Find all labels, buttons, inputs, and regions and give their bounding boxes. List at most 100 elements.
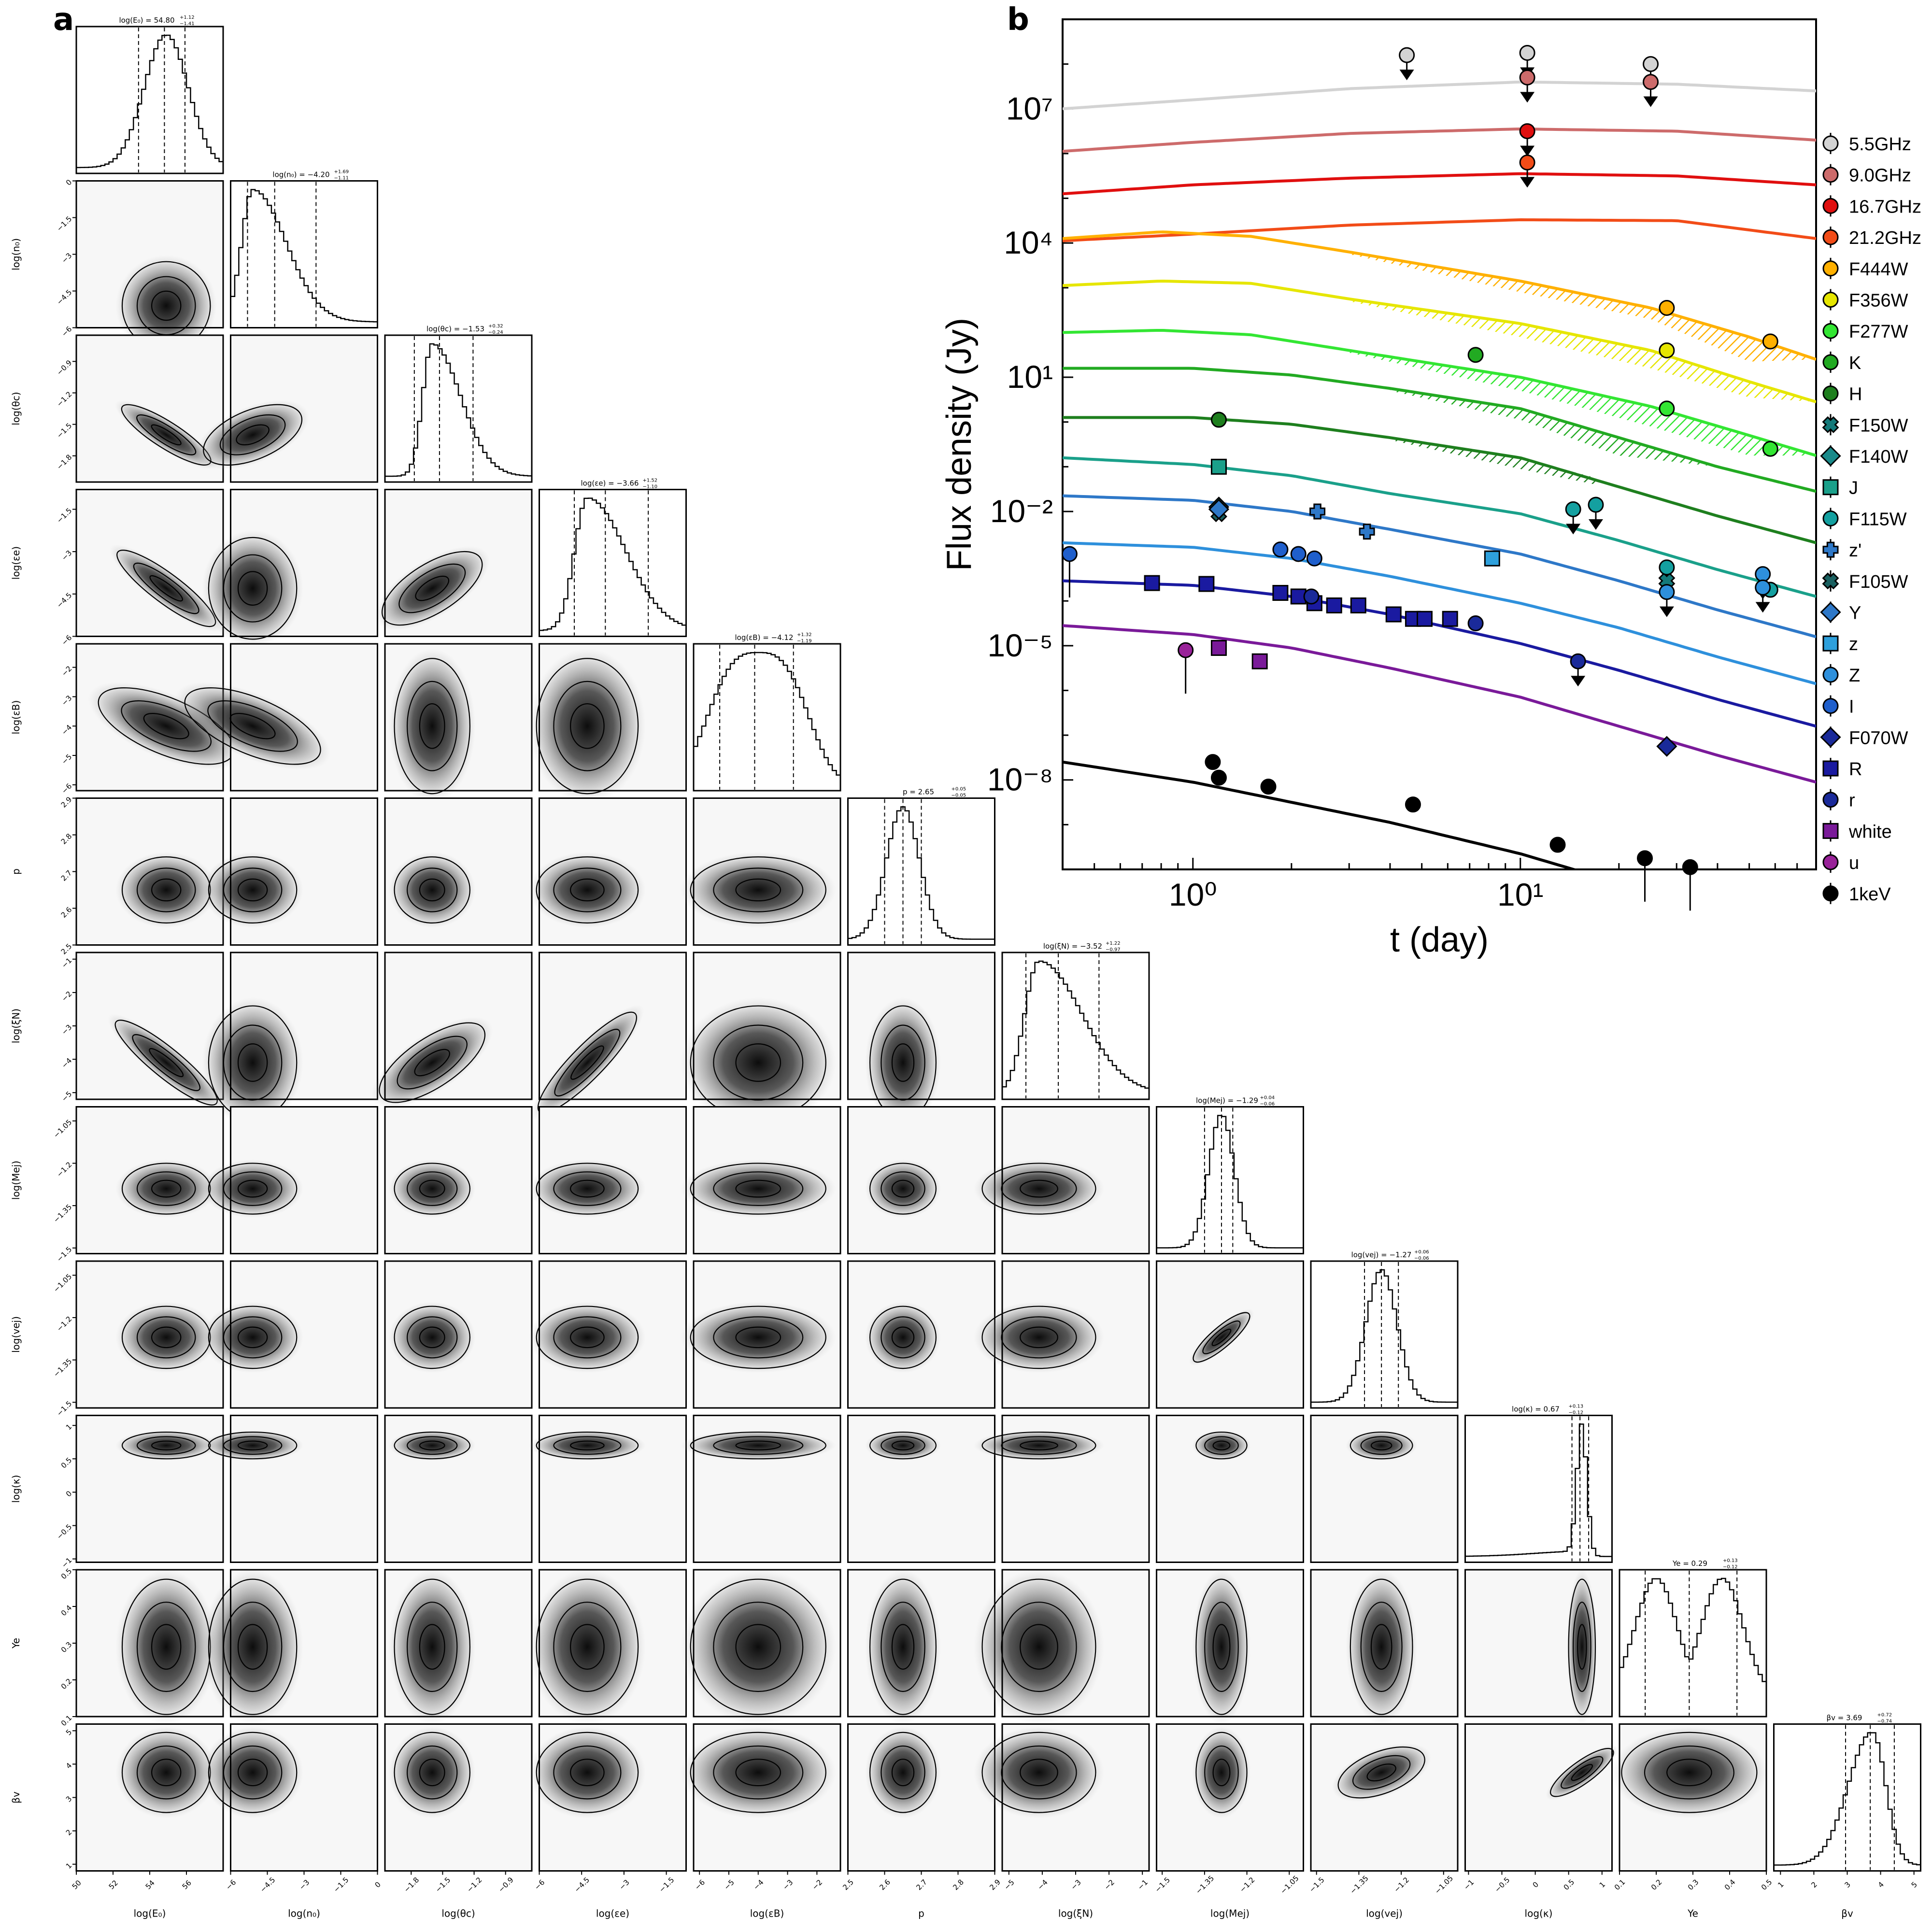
legend-item-Z: Z (1822, 664, 1860, 686)
legend-item-21.2GHz: 21.2GHz (1822, 227, 1921, 248)
hist-frame (230, 180, 378, 328)
y-tick-label: −1.35 (52, 1357, 73, 1378)
hist-title-sup: +1.32 (797, 632, 812, 638)
y-tick-label: 0.5 (59, 1456, 74, 1470)
contour-1 (536, 1732, 639, 1813)
hist-title-E0: log(E₀) = 54.80 (119, 16, 174, 25)
y-tick-label: −5 (60, 753, 73, 766)
data-point-r (1467, 615, 1484, 632)
contour-3 (414, 1049, 450, 1077)
kde-cell-eB-vej (680, 1260, 841, 1409)
contour-3 (151, 878, 182, 902)
contour-2 (133, 562, 199, 614)
kde-cell-eB-kap (680, 1415, 841, 1563)
kde-frame (384, 797, 533, 946)
contour-3 (419, 1759, 445, 1787)
y-axis-label-kap: log(κ) (10, 1475, 22, 1503)
y-tick-label: 0.3 (59, 1640, 74, 1655)
contour-2 (207, 700, 298, 752)
x-tick-label: 1 (1598, 1880, 1607, 1889)
kde-cell-ee-p (528, 797, 687, 946)
kde-cell-p-kap (847, 1415, 995, 1563)
contour-3 (570, 1759, 605, 1787)
contour-3 (151, 1624, 182, 1670)
x-tick-label: 54 (144, 1878, 156, 1891)
x-tick-label: −1.5 (657, 1875, 676, 1894)
kde-cell-thc-vej (384, 1260, 533, 1409)
kde-shade (388, 1726, 476, 1819)
contour-2 (223, 554, 283, 623)
kde-cell-ee-xiN (530, 952, 687, 1121)
legend-label: Y (1849, 603, 1861, 624)
kde-shade (973, 1159, 1105, 1218)
points-r (1303, 588, 1586, 687)
model-curve-5.5GHz (1063, 80, 1816, 111)
kde-shade (202, 1430, 303, 1461)
hist-title-sup: +1.69 (334, 170, 349, 175)
kde-frame (1001, 1106, 1150, 1254)
x-axis-n0: −6 −4.5 −3 −1.5 0 log(n₀) (224, 1871, 383, 1919)
legend-marker-1keV (1822, 885, 1839, 902)
x-axis-label-E0: log(E₀) (134, 1908, 166, 1919)
contour-3 (570, 703, 605, 749)
uncertainty-band-F444W (1349, 252, 1816, 362)
legend-label: F356W (1849, 291, 1908, 311)
contour-3 (1212, 1440, 1231, 1450)
contour-2 (553, 1745, 622, 1800)
points-u (1178, 642, 1194, 694)
kde-shade (680, 852, 836, 928)
x-tick-label: −3 (298, 1878, 311, 1891)
kde-shade (115, 1726, 217, 1819)
kde-density (528, 1726, 646, 1819)
contour-2 (1352, 1755, 1411, 1790)
hist-title-sup: +0.13 (1723, 1558, 1738, 1563)
contour-3 (735, 1624, 781, 1670)
kde-density (528, 1159, 646, 1218)
legend-label: z' (1849, 540, 1861, 561)
x-axis-label-Ye: Ye (1687, 1908, 1698, 1919)
legend-item-H: H (1822, 383, 1862, 405)
contour-3 (891, 1043, 915, 1082)
kde-cell-kap-Ye (1464, 1569, 1613, 1725)
data-point-F277W (1762, 440, 1778, 457)
y-tick-label: 0.4 (59, 1604, 74, 1618)
kde-cell-n0-kap (202, 1415, 378, 1563)
kde-shade (528, 1159, 646, 1218)
data-point-1keV (1260, 779, 1277, 795)
hist-title-sub: −0.05 (952, 793, 966, 798)
kde-frame (384, 489, 533, 637)
kde-shade (973, 1726, 1105, 1819)
hist-cell-p: p = 2.65 +0.05−0.05 (847, 787, 995, 946)
kde-density (680, 1159, 836, 1218)
kde-cell-eB-Mej (680, 1106, 841, 1254)
series-F356W (1063, 279, 1816, 403)
contour-2 (1204, 1436, 1239, 1455)
kde-shade (115, 852, 217, 928)
kde-density (115, 852, 217, 928)
x-tick-label: −5 (1002, 1878, 1016, 1891)
x-tick-label: 0.5 (1562, 1877, 1577, 1892)
kde-frame (1001, 1569, 1150, 1718)
legend-label: u (1849, 853, 1859, 873)
hist-title-sup: +0.05 (952, 787, 966, 792)
y-tick-label: −1.35 (52, 1203, 73, 1224)
contour-3 (151, 290, 182, 321)
contour-1 (690, 856, 826, 923)
x-tick-label: 0 (1531, 1880, 1540, 1889)
contour-1 (981, 1431, 1096, 1460)
contour-2 (881, 1602, 925, 1692)
legend-item-F140W: F140W (1820, 445, 1908, 467)
contour-2 (881, 1024, 925, 1101)
kde-shade (388, 648, 476, 804)
data-point-1keV (1405, 796, 1421, 813)
kde-cell-xiN-vej (973, 1260, 1150, 1409)
y-tick-label: −5 (60, 1090, 73, 1103)
legend-marker-9.0GHz (1822, 167, 1839, 183)
x-tick-label: 10⁰ (1169, 877, 1217, 912)
kde-shade (107, 1014, 225, 1111)
x-tick-label: −1.5 (1153, 1875, 1172, 1894)
kde-shade (115, 1569, 217, 1725)
contour-1 (869, 1732, 937, 1813)
kde-density (374, 546, 490, 631)
points-K (1467, 347, 1484, 363)
